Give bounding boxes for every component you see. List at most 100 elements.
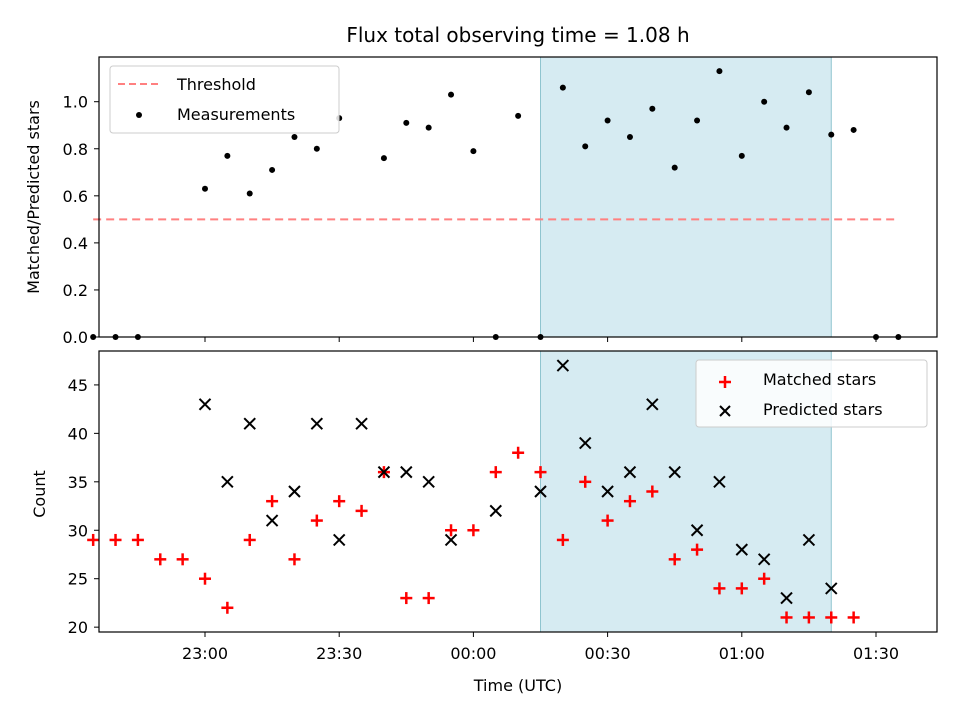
y-tick-label: 0.2 bbox=[63, 281, 88, 300]
measurement-point bbox=[694, 117, 701, 124]
measurement-point bbox=[761, 98, 768, 105]
legend-predicted-label: Predicted stars bbox=[763, 400, 883, 419]
ratio-plot-frame bbox=[98, 56, 938, 338]
predicted-stars-point bbox=[690, 524, 704, 537]
x-tick-label: 00:00 bbox=[450, 644, 496, 663]
measurement-point bbox=[671, 164, 678, 171]
measurement-point bbox=[448, 91, 455, 98]
predicted-stars-point bbox=[265, 514, 279, 527]
measurement-point bbox=[649, 105, 656, 112]
matched-stars-point bbox=[333, 495, 346, 508]
legend-measurements-label: Measurements bbox=[177, 105, 295, 124]
predicted-stars-point bbox=[802, 533, 816, 547]
matched-stars-point bbox=[512, 446, 525, 459]
matched-stars-point bbox=[780, 611, 793, 624]
x-tick-label: 01:00 bbox=[719, 644, 765, 663]
measurement-point bbox=[626, 134, 633, 140]
matched-stars-point bbox=[534, 466, 547, 479]
matched-stars-point bbox=[556, 533, 569, 546]
measurement-point bbox=[269, 166, 276, 173]
predicted-stars-point bbox=[780, 591, 793, 605]
measurement-point bbox=[90, 334, 97, 340]
measurement-point bbox=[716, 68, 723, 75]
x-axis-label: Time (UTC) bbox=[473, 676, 562, 695]
matched-stars-point bbox=[288, 553, 301, 566]
measurement-point bbox=[470, 148, 477, 155]
predicted-stars-point bbox=[355, 417, 368, 430]
matched-stars-point bbox=[735, 582, 748, 595]
y-tick-label: 40 bbox=[68, 424, 88, 443]
y-tick-label: 20 bbox=[68, 618, 88, 637]
measurement-point bbox=[313, 145, 320, 152]
measurement-point bbox=[246, 190, 253, 197]
predicted-stars-point bbox=[735, 543, 749, 556]
predicted-stars-point bbox=[757, 553, 771, 566]
matched-stars-point bbox=[109, 533, 122, 546]
measurement-point bbox=[850, 126, 857, 133]
predicted-stars-point bbox=[623, 465, 637, 479]
matched-stars-point bbox=[355, 504, 368, 517]
ratio-legend-box bbox=[109, 65, 340, 134]
y-tick-label: 0.4 bbox=[63, 234, 88, 253]
x-tick-label: 00:30 bbox=[585, 644, 631, 663]
ratio-panel: 0.0 0.2 0.4 0.6 0.8 1.0 Matched/Predicted sta… bbox=[24, 56, 938, 347]
predicted-stars-point bbox=[221, 475, 234, 489]
measurement-point bbox=[515, 112, 522, 119]
y-tick-label: 25 bbox=[68, 570, 88, 589]
matched-stars-point bbox=[802, 611, 815, 624]
matched-stars-point bbox=[422, 592, 435, 605]
y-tick-label: 0.6 bbox=[63, 187, 88, 206]
measurement-point bbox=[380, 155, 387, 162]
legend-threshold-label: Threshold bbox=[176, 75, 256, 94]
count-legend-box bbox=[695, 359, 928, 428]
predicted-stars-point bbox=[332, 533, 346, 547]
x-tick-label: 23:00 bbox=[182, 644, 228, 663]
measurement-point bbox=[805, 89, 812, 96]
x-tick-label: 01:30 bbox=[853, 644, 899, 663]
legend-matched-label: Matched stars bbox=[763, 370, 876, 389]
matched-stars-point bbox=[668, 553, 681, 566]
matched-stars-point bbox=[266, 495, 279, 508]
count-panel: 20 25 30 35 40 45 23:00 23:30 00:00 00:30 01:00 01… bbox=[30, 350, 938, 695]
matched-stars-point bbox=[489, 466, 502, 479]
measurement-point bbox=[783, 124, 790, 131]
ratio-legend: Threshold Measurements bbox=[109, 65, 340, 134]
matched-stars-point bbox=[199, 572, 211, 585]
highlight-span bbox=[540, 56, 832, 338]
matched-stars-point bbox=[154, 553, 167, 566]
predicted-stars-point bbox=[310, 417, 324, 430]
y-tick-label: 0.8 bbox=[63, 140, 88, 159]
measurement-point bbox=[559, 84, 566, 91]
measurement-point bbox=[738, 152, 745, 159]
legend-measurements-swatch bbox=[136, 112, 142, 118]
matched-stars-point bbox=[825, 611, 838, 624]
matched-stars-point bbox=[467, 524, 480, 537]
matched-stars-point bbox=[758, 572, 771, 585]
matched-stars-point bbox=[400, 592, 413, 605]
measurement-point bbox=[202, 185, 208, 192]
measurement-point bbox=[291, 134, 298, 140]
matched-stars-point bbox=[445, 524, 458, 537]
x-tick-label: 23:30 bbox=[316, 644, 362, 663]
predicted-stars-point bbox=[601, 485, 614, 498]
y-tick-label: 0.0 bbox=[63, 328, 88, 347]
predicted-stars-point bbox=[489, 504, 502, 518]
predicted-stars-point bbox=[825, 582, 838, 595]
matched-stars-point bbox=[87, 533, 100, 546]
matched-stars-point bbox=[176, 553, 189, 566]
y-tick-label: 35 bbox=[68, 473, 88, 492]
matched-stars-point bbox=[601, 514, 614, 527]
predicted-stars-point bbox=[668, 465, 681, 479]
count-y-axis-label: Count bbox=[30, 470, 49, 518]
measurement-point bbox=[224, 152, 231, 159]
measurement-point bbox=[828, 131, 835, 138]
matched-stars-point bbox=[310, 514, 323, 527]
measurement-point bbox=[582, 143, 589, 150]
matched-stars-point bbox=[131, 533, 144, 546]
predicted-stars-point bbox=[713, 475, 726, 489]
ratio-y-axis-label: Matched/Predicted stars bbox=[24, 100, 43, 294]
matched-stars-point bbox=[646, 485, 659, 498]
predicted-stars-point bbox=[534, 485, 547, 498]
predicted-stars-point bbox=[243, 417, 256, 430]
